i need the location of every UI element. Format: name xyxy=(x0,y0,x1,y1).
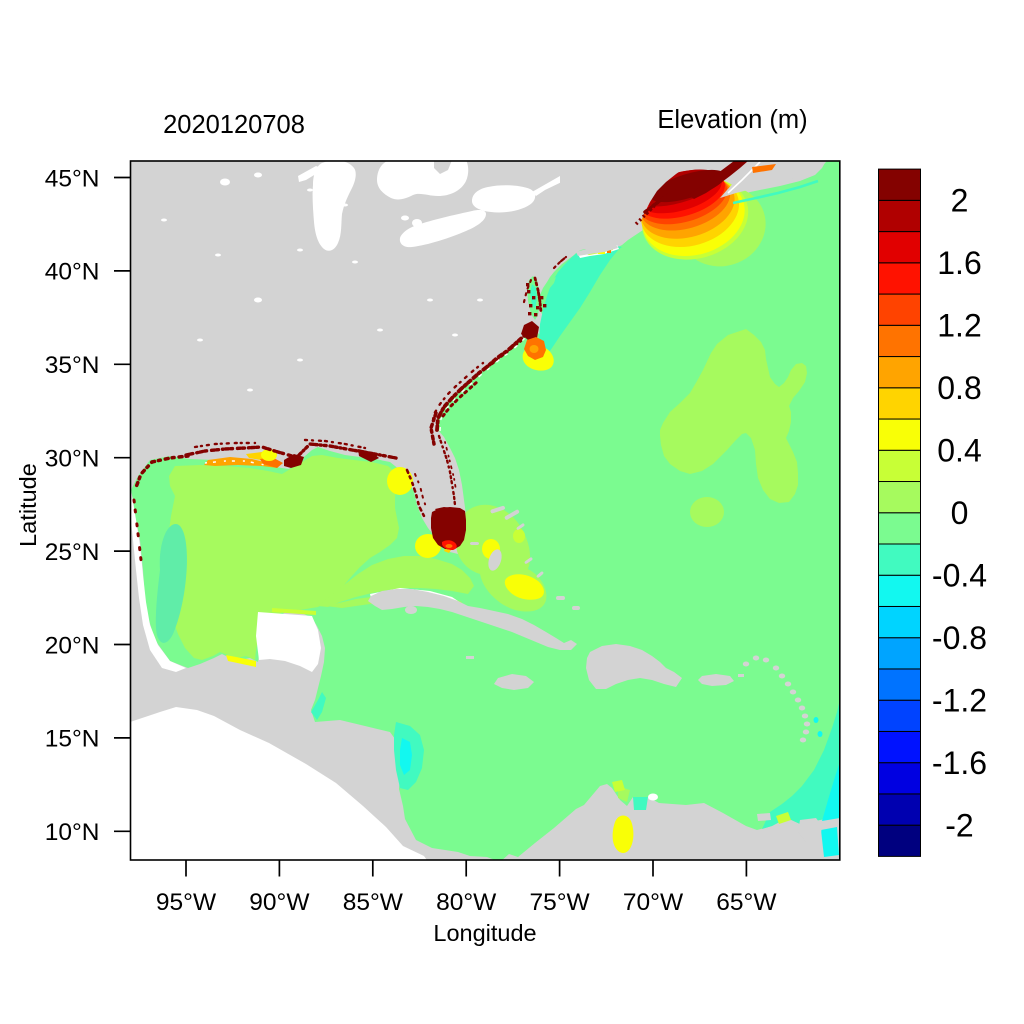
svg-text:30°N: 30°N xyxy=(45,446,100,473)
svg-text:35°N: 35°N xyxy=(45,352,100,379)
svg-text:0.8: 0.8 xyxy=(937,370,981,406)
svg-text:10°N: 10°N xyxy=(45,819,100,846)
svg-text:2020120708: 2020120708 xyxy=(163,111,305,139)
svg-text:20°N: 20°N xyxy=(45,632,100,659)
svg-text:-2: -2 xyxy=(945,807,973,843)
svg-text:-0.8: -0.8 xyxy=(932,620,987,656)
svg-text:0.4: 0.4 xyxy=(937,433,981,469)
svg-text:-0.4: -0.4 xyxy=(932,557,987,593)
svg-text:Longitude: Longitude xyxy=(433,920,536,946)
svg-text:45°N: 45°N xyxy=(45,165,100,192)
svg-text:1.2: 1.2 xyxy=(937,308,981,344)
svg-text:-1.6: -1.6 xyxy=(932,745,987,781)
svg-text:15°N: 15°N xyxy=(45,726,100,753)
svg-text:85°W: 85°W xyxy=(343,889,404,916)
svg-text:40°N: 40°N xyxy=(45,259,100,286)
svg-text:25°N: 25°N xyxy=(45,539,100,566)
svg-text:Latitude: Latitude xyxy=(15,463,41,547)
svg-text:Elevation (m): Elevation (m) xyxy=(657,106,807,134)
svg-text:70°W: 70°W xyxy=(623,889,684,916)
svg-text:80°W: 80°W xyxy=(436,889,497,916)
svg-text:0: 0 xyxy=(951,495,969,531)
svg-text:2: 2 xyxy=(951,183,969,219)
svg-text:95°W: 95°W xyxy=(156,889,217,916)
svg-text:75°W: 75°W xyxy=(530,889,591,916)
svg-text:65°W: 65°W xyxy=(716,889,777,916)
svg-text:90°W: 90°W xyxy=(249,889,310,916)
svg-text:1.6: 1.6 xyxy=(937,245,981,281)
svg-text:-1.2: -1.2 xyxy=(932,682,987,718)
